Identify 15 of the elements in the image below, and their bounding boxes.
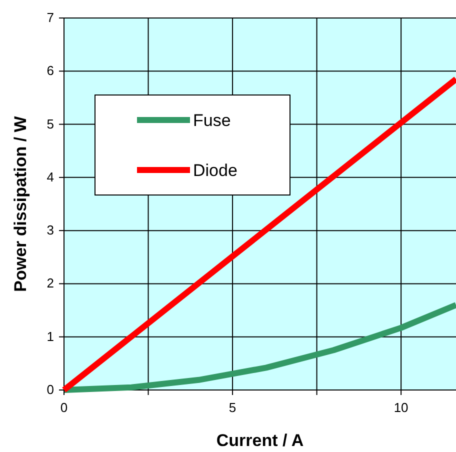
y-tick-label: 6 [46,63,54,78]
y-tick-label: 7 [46,10,54,25]
legend-label: Fuse [193,111,231,130]
legend-label: Diode [193,161,238,180]
y-tick-label: 1 [46,328,54,344]
y-tick-label: 5 [46,116,54,132]
y-tick-label: 4 [46,169,54,184]
y-tick-label: 0 [46,382,54,397]
y-tick-label: 3 [46,222,54,238]
y-axis-title: Power dissipation / W [11,115,30,292]
x-axis-title: Current / A [216,431,304,450]
y-tick-label: 2 [46,276,54,291]
x-tick-label: 0 [60,400,68,415]
x-tick-label: 5 [228,400,236,415]
x-tick-label: 10 [394,400,408,415]
